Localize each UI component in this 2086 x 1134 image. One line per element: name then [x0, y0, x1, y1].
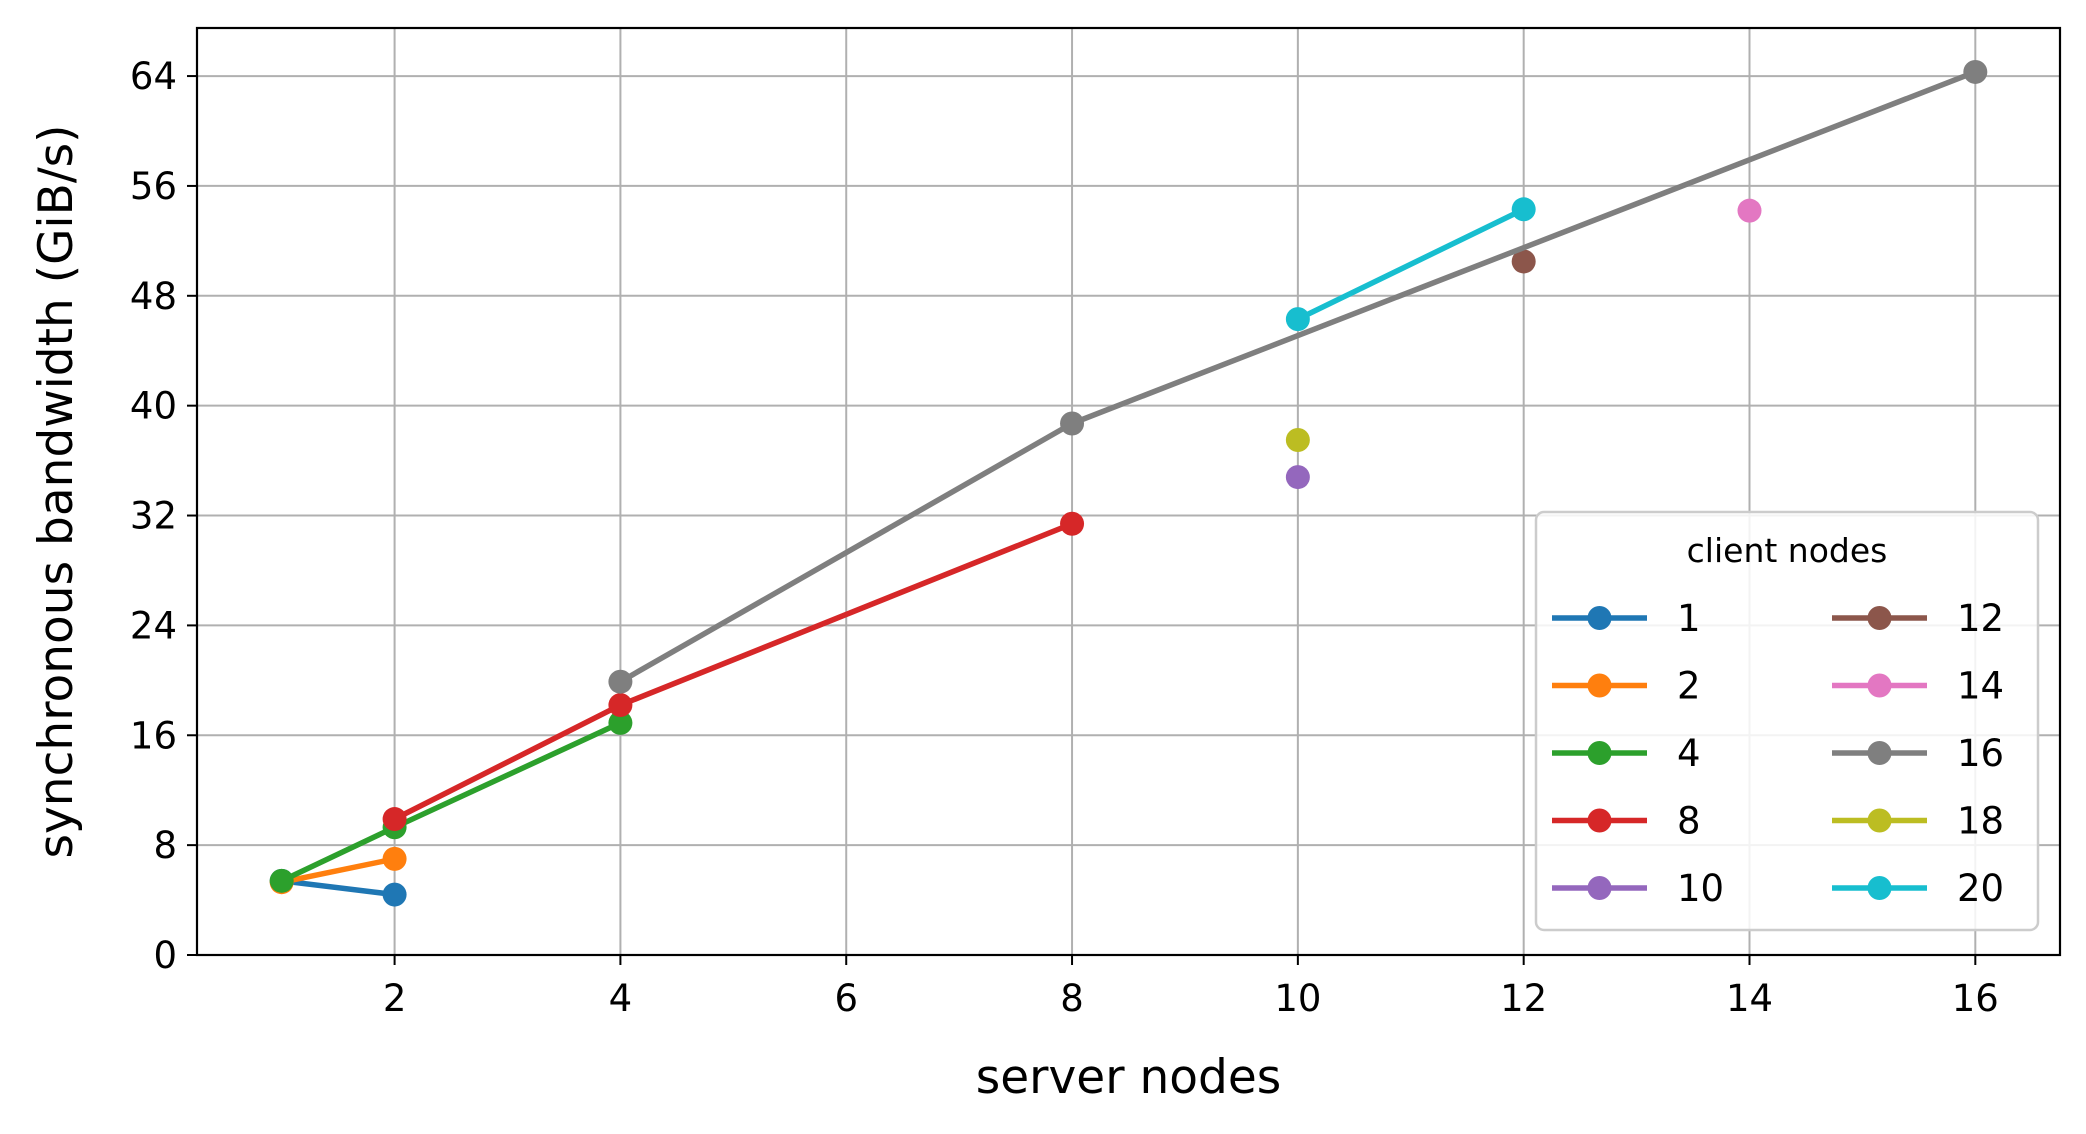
data-point-1-1: [382, 882, 407, 907]
legend-swatch-marker-12: [1867, 606, 1892, 630]
legend-swatch-marker-1: [1587, 606, 1612, 630]
data-point-16-0: [608, 669, 633, 694]
legend-entry-14: 14: [1832, 665, 2004, 708]
data-point-12-0: [1511, 249, 1536, 274]
legend-entry-2: 2: [1552, 665, 1701, 708]
series-line-2: [278, 855, 398, 886]
legend-entry-20: 20: [1832, 867, 2004, 910]
legend-entry-10: 10: [1552, 867, 1724, 910]
data-point-20-0: [1285, 307, 1310, 332]
legend-swatch-marker-10: [1587, 876, 1612, 900]
legend-label-2: 2: [1677, 665, 1701, 708]
legend-label-16: 16: [1957, 732, 2004, 775]
data-point-8-2: [1060, 511, 1085, 536]
data-point-8-0: [382, 807, 407, 832]
x-tick-label-1: 4: [609, 977, 633, 1020]
x-tick-label-2: 6: [834, 977, 858, 1020]
y-tick-label-1: 8: [153, 824, 177, 867]
series-12: [1511, 249, 1536, 274]
y-tick-label-4: 32: [130, 495, 177, 538]
series-line-20: [1294, 205, 1528, 323]
series-10: [1285, 465, 1310, 490]
data-point-16-2: [1963, 59, 1988, 84]
legend-title: client nodes: [1687, 531, 1888, 570]
legend-entry-12: 12: [1832, 597, 2004, 640]
x-tick-label-7: 16: [1952, 977, 1999, 1020]
data-point-10-0: [1285, 465, 1310, 490]
data-point-16-1: [1060, 411, 1085, 436]
x-tick-label-6: 14: [1726, 977, 1773, 1020]
legend-label-4: 4: [1677, 732, 1701, 775]
data-point-14-0: [1737, 198, 1762, 223]
legend-label-18: 18: [1957, 800, 2004, 843]
series-layer: [269, 59, 1988, 907]
x-tick-label-5: 12: [1500, 977, 1547, 1020]
x-tick-label-3: 8: [1060, 977, 1084, 1020]
legend-label-12: 12: [1957, 597, 2004, 640]
y-tick-label-3: 24: [130, 604, 177, 647]
data-point-4-0: [269, 868, 294, 893]
plot-frame: [195, 26, 2062, 957]
legend-swatch-marker-2: [1587, 673, 1612, 698]
legend-swatch-marker-14: [1867, 673, 1892, 698]
legend-swatch-marker-20: [1867, 876, 1892, 900]
x-tick-label-0: 2: [383, 977, 407, 1020]
y-tick-label-8: 64: [130, 55, 177, 98]
series-20: [1285, 197, 1536, 332]
data-point-8-1: [608, 693, 633, 718]
x-tick-label-4: 10: [1274, 977, 1321, 1020]
data-point-2-1: [382, 846, 407, 871]
legend-entry-16: 16: [1832, 732, 2004, 775]
legend-swatch-marker-16: [1867, 741, 1892, 765]
legend-label-8: 8: [1677, 800, 1701, 843]
legend-swatch-marker-18: [1867, 808, 1892, 833]
data-point-4-2: [608, 710, 633, 735]
y-tick-label-6: 48: [130, 275, 177, 318]
legend-label-14: 14: [1957, 665, 2004, 708]
legend-label-1: 1: [1677, 597, 1701, 640]
legend-entry-1: 1: [1552, 597, 1701, 640]
legend-entry-8: 8: [1552, 800, 1701, 843]
legend-swatch-marker-4: [1587, 741, 1612, 765]
legend-entry-4: 4: [1552, 732, 1701, 775]
x-axis-label: server nodes: [976, 1050, 1282, 1105]
data-point-20-1: [1511, 197, 1536, 222]
series-18: [1285, 428, 1310, 452]
legend-entry-18: 18: [1832, 800, 2004, 843]
y-tick-label-0: 0: [153, 934, 177, 977]
series-16: [608, 59, 1988, 694]
legend-swatch-marker-8: [1587, 808, 1612, 833]
legend-label-20: 20: [1957, 867, 2004, 910]
legend-label-10: 10: [1677, 867, 1724, 910]
series-line-1: [278, 877, 398, 898]
y-tick-label-7: 56: [130, 165, 177, 208]
series-8: [382, 511, 1085, 832]
y-tick-label-5: 40: [130, 385, 177, 428]
series-14: [1737, 198, 1762, 223]
y-tick-label-2: 16: [130, 714, 177, 757]
data-point-18-0: [1285, 428, 1310, 452]
y-axis-label: synchronous bandwidth (GiB/s): [29, 125, 84, 859]
